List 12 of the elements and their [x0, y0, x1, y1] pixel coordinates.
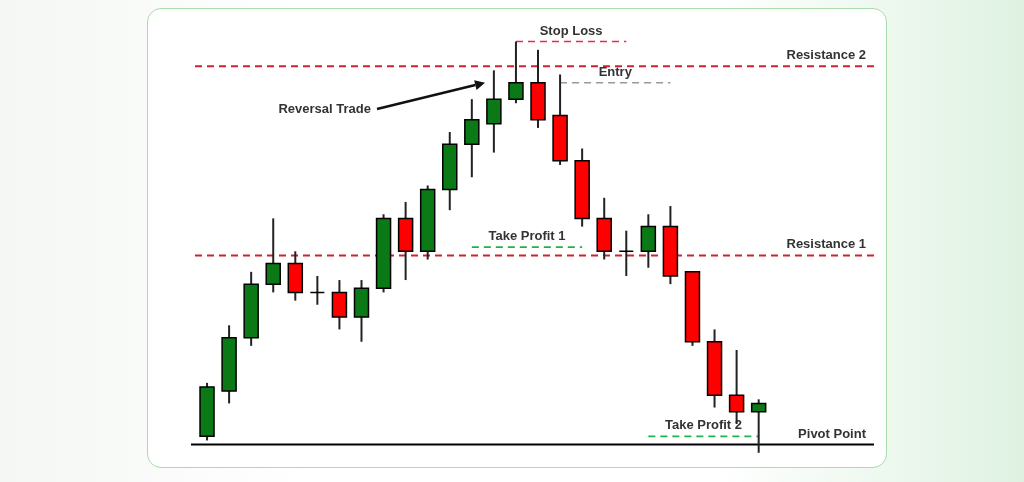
annotation: Reversal Trade — [278, 101, 371, 116]
series-label: Take Profit 2 — [664, 417, 743, 433]
series-label: Entry — [598, 63, 633, 79]
ref-line-label: Pivot Point — [798, 425, 867, 441]
series-label: Stop Loss — [539, 22, 603, 38]
candlestick — [309, 274, 326, 306]
candlestick — [618, 229, 635, 277]
ref-line-label: Resistance 1 — [786, 236, 866, 252]
series-label: Take Profit 1 — [488, 228, 566, 244]
candlestick — [265, 217, 281, 294]
candlestick — [508, 40, 524, 105]
ref-line-label: Resistance 2 — [786, 47, 866, 63]
